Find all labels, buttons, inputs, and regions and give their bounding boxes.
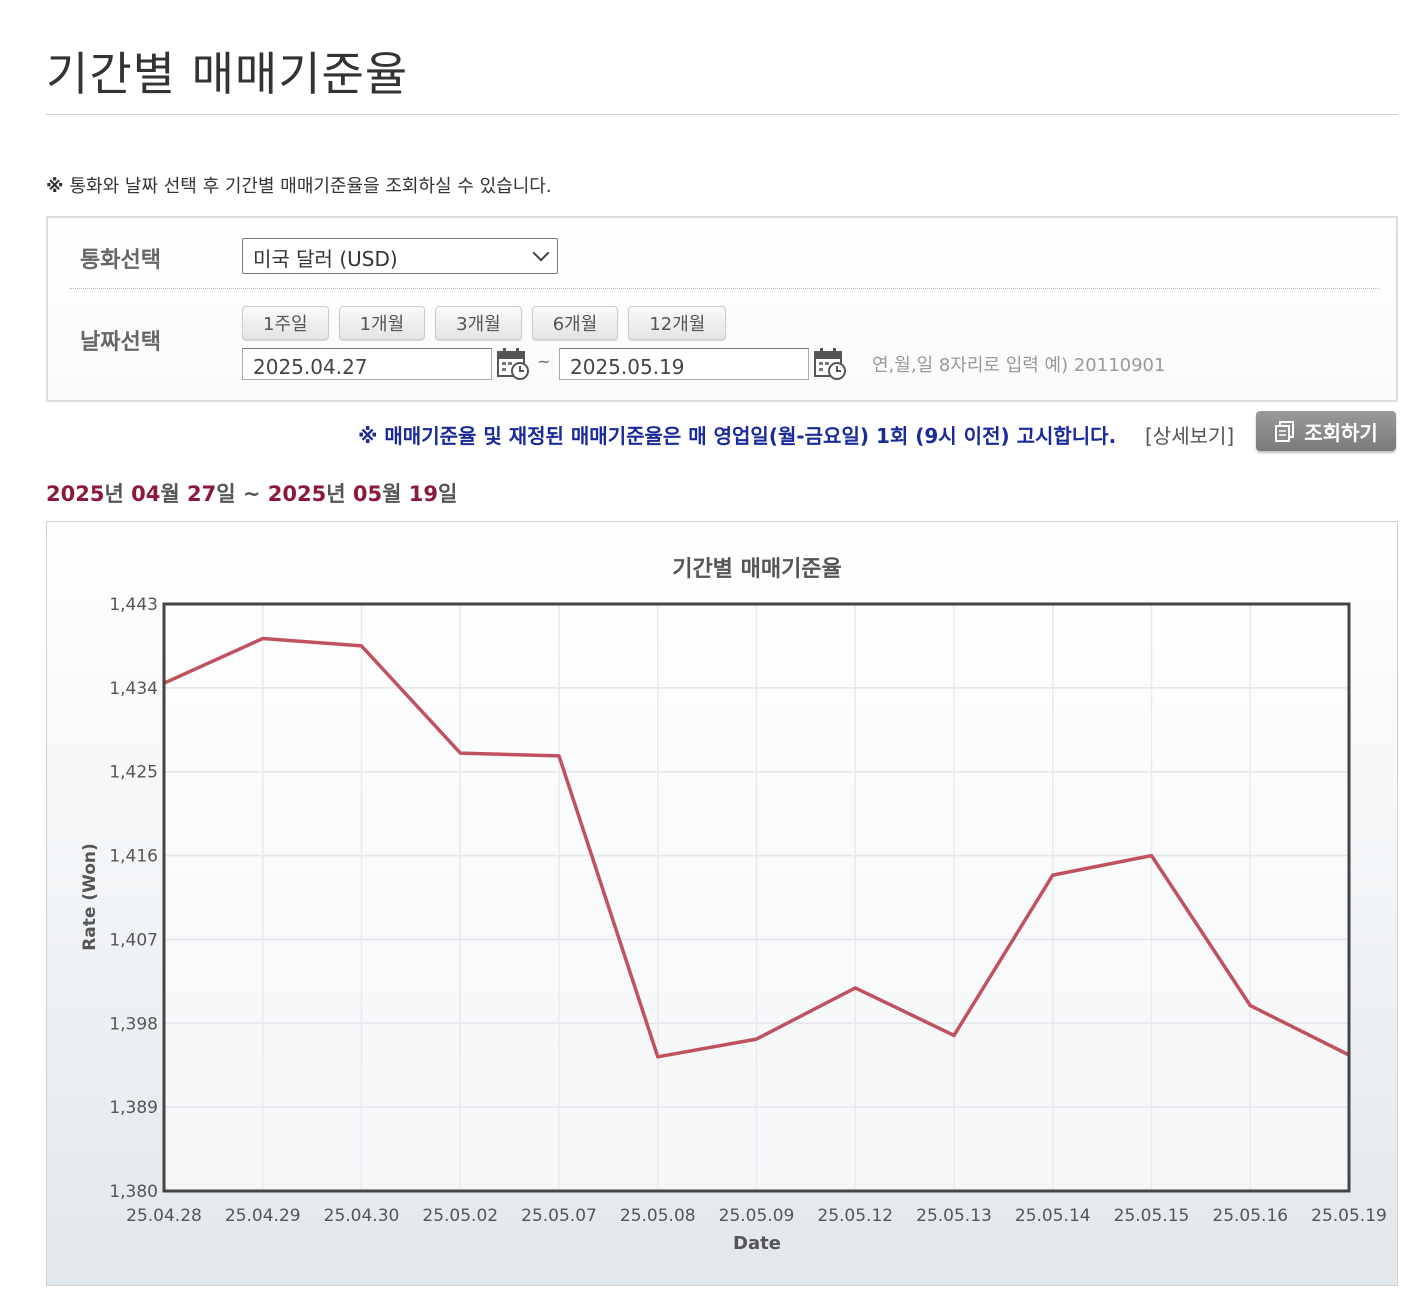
y-tick-label: 1,407 xyxy=(109,930,158,950)
row-divider xyxy=(70,288,1380,289)
date-range-heading: 2025년 04월 27일 ~ 2025년 05월 19일 xyxy=(46,482,458,506)
calendar-icon[interactable] xyxy=(813,346,847,380)
period-button-3month[interactable]: 3개월 xyxy=(435,306,522,340)
x-tick-label: 25.05.08 xyxy=(620,1206,696,1226)
date-label: 날짜선택 xyxy=(80,330,161,355)
currency-label: 통화선택 xyxy=(80,248,161,273)
notice: ※ 통화와 날짜 선택 후 기간별 매매기준율을 조회하실 수 있습니다. xyxy=(46,172,552,198)
document-icon xyxy=(1275,421,1295,442)
x-tick-label: 25.05.16 xyxy=(1212,1206,1288,1226)
x-tick-label: 25.05.12 xyxy=(817,1206,893,1226)
search-panel: 통화선택 미국 달러 (USD) 날짜선택 1주일 1개월 3개월 6개월 12… xyxy=(46,216,1398,402)
period-buttons: 1주일 1개월 3개월 6개월 12개월 xyxy=(242,306,727,340)
x-tick-label: 25.04.29 xyxy=(225,1206,301,1226)
x-tick-label: 25.05.14 xyxy=(1015,1206,1091,1226)
x-tick-label: 25.04.28 xyxy=(126,1206,202,1226)
period-button-6month[interactable]: 6개월 xyxy=(531,306,619,340)
inquiry-button[interactable]: 조회하기 xyxy=(1256,411,1396,451)
y-tick-label: 1,389 xyxy=(109,1098,158,1118)
chevron-down-icon xyxy=(532,244,550,262)
announcement-text: ※ 매매기준율 및 재정된 매매기준율은 매 영업일(월-금요일) 1회 (9시… xyxy=(358,424,1117,448)
currency-select[interactable]: 미국 달러 (USD) xyxy=(242,238,558,274)
date-format-hint: 연,월,일 8자리로 입력 예) 20110901 xyxy=(872,355,1166,376)
series-line xyxy=(163,636,1350,1059)
period-button-1week[interactable]: 1주일 xyxy=(242,306,329,340)
x-tick-label: 25.05.15 xyxy=(1114,1206,1190,1226)
x-tick-label: 25.05.19 xyxy=(1311,1206,1387,1226)
inquiry-button-label: 조회하기 xyxy=(1304,420,1378,445)
y-tick-label: 1,416 xyxy=(109,847,158,867)
end-date-input[interactable]: 2025.05.19 xyxy=(559,348,809,380)
date-range-tilde: ~ xyxy=(537,352,551,371)
x-tick-label: 25.05.07 xyxy=(521,1206,597,1226)
title-divider xyxy=(46,114,1398,115)
notice-mark: ※ xyxy=(46,176,64,197)
chart-title: 기간별 매매기준율 xyxy=(672,557,842,582)
page-title: 기간별 매매기준율 xyxy=(46,47,409,101)
period-button-12month[interactable]: 12개월 xyxy=(628,306,727,340)
currency-select-value: 미국 달러 (USD) xyxy=(253,247,398,271)
notice-text: 통화와 날짜 선택 후 기간별 매매기준율을 조회하실 수 있습니다. xyxy=(69,176,552,197)
calendar-icon[interactable] xyxy=(496,346,530,380)
y-tick-label: 1,434 xyxy=(109,679,158,699)
start-date-input[interactable]: 2025.04.27 xyxy=(242,348,492,380)
rate-chart: 기간별 매매기준율 1,380 1,389 1,398 1,407 1,416 1,425… xyxy=(46,521,1398,1286)
y-tick-label: 1,398 xyxy=(109,1014,158,1034)
x-axis-label: Date xyxy=(733,1233,781,1254)
rate-chart-svg: 기간별 매매기준율 1,380 1,389 1,398 1,407 1,416 1,425… xyxy=(80,557,1387,1254)
plot-frame xyxy=(162,602,1351,1193)
y-tick-label: 1,425 xyxy=(109,763,158,783)
x-tick-label: 25.05.09 xyxy=(719,1206,795,1226)
x-tick-label: 25.05.02 xyxy=(422,1206,498,1226)
y-tick-label: 1,380 xyxy=(109,1182,158,1202)
detail-link[interactable]: [상세보기] xyxy=(1145,424,1235,448)
x-tick-label: 25.05.13 xyxy=(916,1206,992,1226)
period-button-1month[interactable]: 1개월 xyxy=(338,306,426,340)
y-axis-label: Rate (Won) xyxy=(80,843,100,951)
y-tick-label: 1,443 xyxy=(109,595,158,615)
x-tick-label: 25.04.30 xyxy=(324,1206,400,1226)
